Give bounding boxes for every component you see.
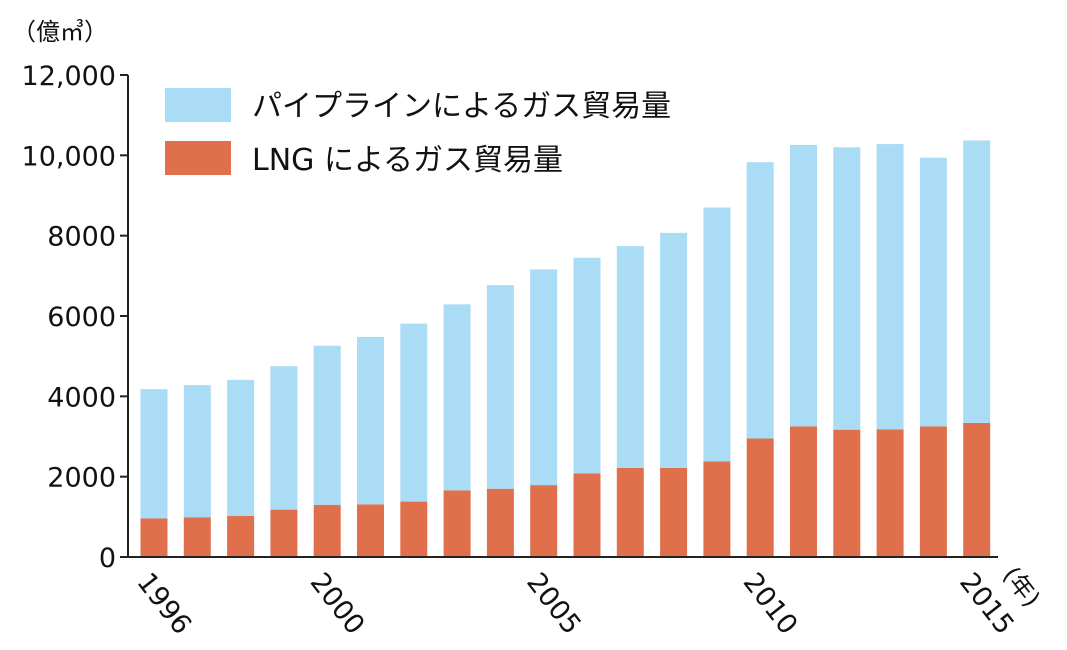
y-tick-label: 2000 [47,463,116,494]
bar-segment-lng [486,488,514,557]
bar-segment-pipeline [919,157,947,427]
y-axis-ticks: 0 2000 4000 6000 8000 10,000 12,000 [22,61,128,574]
legend-swatch-pipeline [165,88,231,122]
legend: パイプラインによるガス貿易量 LNG によるガス貿易量 [165,88,671,178]
bar-segment-lng [876,429,904,557]
bar-segment-pipeline [400,323,428,502]
bar-segment-lng [573,473,601,557]
bar-segment-pipeline [227,379,255,517]
bar-segment-lng [833,429,861,557]
legend-label-lng: LNG によるガス貿易量 [252,143,563,178]
y-tick-label: 12,000 [22,61,116,92]
bar-segment-lng [313,504,341,557]
x-tick-label: 2010 [737,567,804,640]
y-tick-label: 4000 [47,382,116,413]
bar-segment-lng [703,461,731,557]
bar-segment-pipeline [876,144,904,430]
bar-segment-lng [963,422,991,557]
legend-label-pipeline: パイプラインによるガス貿易量 [252,89,671,124]
bar-segment-pipeline [140,389,168,519]
x-tick-label: 2000 [304,567,371,640]
bar-segment-lng [790,426,817,557]
bar-segment-pipeline [486,285,514,489]
y-tick-label: 10,000 [22,141,116,172]
bar-segment-lng [530,485,558,557]
bar-segment-lng [919,426,947,557]
bar-segment-pipeline [183,385,211,518]
x-tick-label: 2005 [520,567,587,640]
legend-swatch-lng [165,141,231,175]
bar-segment-lng [400,501,428,557]
bar-segment-pipeline [357,336,384,505]
y-tick-label: 0 [99,543,116,574]
bar-segment-lng [616,467,644,557]
bar-segment-pipeline [616,246,644,468]
bar-segment-pipeline [530,269,558,486]
bars-group [140,140,991,557]
bar-segment-lng [227,516,255,557]
bar-segment-pipeline [703,207,731,462]
bar-segment-pipeline [746,162,774,439]
bar-segment-pipeline [443,304,471,491]
bar-segment-lng [746,438,774,557]
bar-segment-lng [270,509,298,557]
bar-segment-pipeline [833,147,861,430]
bar-segment-pipeline [660,232,688,468]
bar-segment-lng [140,518,168,557]
bar-segment-pipeline [963,140,991,423]
y-tick-label: 8000 [47,222,116,253]
x-tick-label: 1996 [130,567,197,640]
bar-segment-lng [443,490,471,557]
bar-segment-pipeline [573,257,601,474]
bar-segment-pipeline [313,345,341,505]
bar-segment-lng [357,504,384,557]
bar-segment-pipeline [790,144,817,427]
bar-segment-lng [183,517,211,557]
x-axis-ticks: 1996 2000 2005 2010 2015 [130,567,1019,640]
y-unit-label: （億㎥） [12,18,108,46]
y-tick-label: 6000 [47,302,116,333]
bar-segment-lng [660,467,688,557]
bar-segment-pipeline [270,366,298,510]
